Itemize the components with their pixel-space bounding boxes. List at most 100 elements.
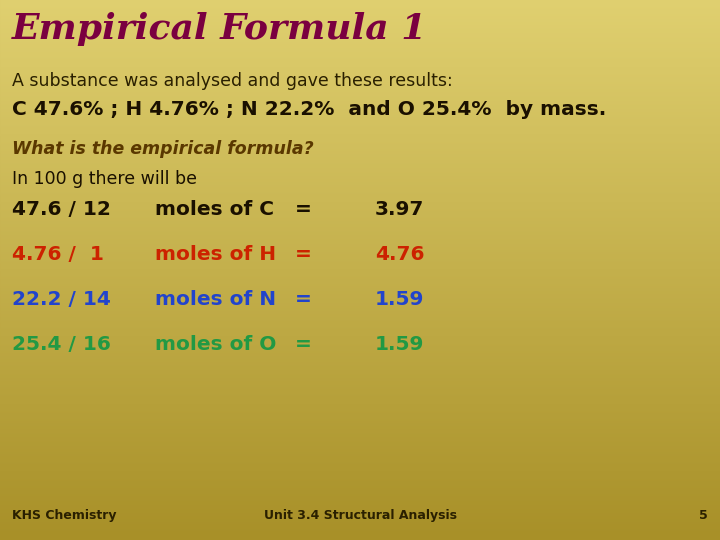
Bar [0, 25, 720, 26]
Bar [0, 59, 720, 60]
Bar [0, 407, 720, 408]
Bar [0, 392, 720, 393]
Bar [0, 527, 720, 528]
Bar [0, 296, 720, 297]
Bar [0, 331, 720, 332]
Bar [0, 454, 720, 455]
Bar [0, 22, 720, 23]
Bar [0, 96, 720, 97]
Bar [0, 37, 720, 38]
Bar [0, 428, 720, 429]
Bar [0, 233, 720, 234]
Bar [0, 267, 720, 268]
Bar [0, 483, 720, 484]
Bar [0, 453, 720, 454]
Bar [0, 207, 720, 208]
Bar [0, 364, 720, 365]
Bar [0, 102, 720, 103]
Bar [0, 87, 720, 88]
Bar [0, 339, 720, 340]
Bar [0, 243, 720, 244]
Text: 25.4 / 16: 25.4 / 16 [12, 335, 111, 354]
Bar [0, 255, 720, 256]
Bar [0, 526, 720, 527]
Bar [0, 535, 720, 536]
Bar [0, 246, 720, 247]
Bar [0, 458, 720, 459]
Bar [0, 430, 720, 431]
Bar [0, 115, 720, 116]
Bar [0, 163, 720, 164]
Bar [0, 537, 720, 538]
Bar [0, 436, 720, 437]
Bar [0, 523, 720, 524]
Bar [0, 60, 720, 61]
Bar [0, 76, 720, 77]
Bar [0, 84, 720, 85]
Bar [0, 110, 720, 111]
Bar [0, 344, 720, 345]
Bar [0, 408, 720, 409]
Bar [0, 366, 720, 367]
Bar [0, 67, 720, 68]
Bar [0, 81, 720, 82]
Bar [0, 402, 720, 403]
Bar [0, 511, 720, 512]
Bar [0, 536, 720, 537]
Bar [0, 208, 720, 209]
Bar [0, 375, 720, 376]
Bar [0, 354, 720, 355]
Bar [0, 212, 720, 213]
Bar [0, 316, 720, 317]
Bar [0, 232, 720, 233]
Bar [0, 487, 720, 488]
Bar [0, 219, 720, 220]
Bar [0, 368, 720, 369]
Text: moles of N: moles of N [155, 290, 276, 309]
Bar [0, 393, 720, 394]
Bar [0, 355, 720, 356]
Bar [0, 263, 720, 264]
Bar [0, 319, 720, 320]
Bar [0, 155, 720, 156]
Bar [0, 290, 720, 291]
Bar [0, 43, 720, 44]
Bar [0, 395, 720, 396]
Bar [0, 304, 720, 305]
Bar [0, 530, 720, 531]
Bar [0, 298, 720, 299]
Bar [0, 388, 720, 389]
Bar [0, 224, 720, 225]
Bar [0, 21, 720, 22]
Bar [0, 223, 720, 224]
Bar [0, 52, 720, 53]
Bar [0, 29, 720, 30]
Bar [0, 422, 720, 423]
Bar [0, 401, 720, 402]
Bar [0, 204, 720, 205]
Bar [0, 5, 720, 6]
Bar [0, 369, 720, 370]
Bar [0, 289, 720, 290]
Bar [0, 433, 720, 434]
Bar [0, 327, 720, 328]
Bar [0, 94, 720, 95]
Bar [0, 41, 720, 42]
Bar [0, 245, 720, 246]
Bar [0, 228, 720, 229]
Bar [0, 55, 720, 56]
Bar [0, 398, 720, 399]
Bar [0, 498, 720, 499]
Bar [0, 332, 720, 333]
Bar [0, 442, 720, 443]
Bar [0, 497, 720, 498]
Bar [0, 450, 720, 451]
Bar [0, 464, 720, 465]
Bar [0, 258, 720, 259]
Bar [0, 416, 720, 417]
Bar [0, 242, 720, 243]
Bar [0, 456, 720, 457]
Bar [0, 472, 720, 473]
Bar [0, 370, 720, 371]
Bar [0, 238, 720, 239]
